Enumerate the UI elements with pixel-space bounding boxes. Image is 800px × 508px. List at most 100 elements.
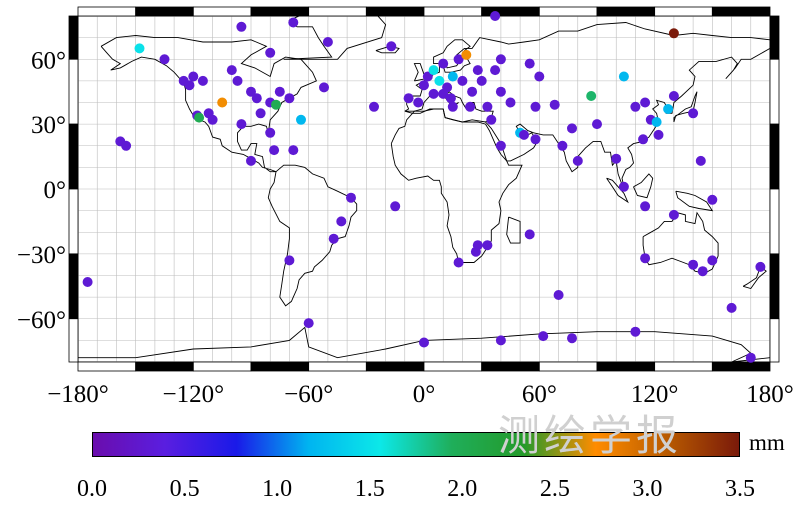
station-point xyxy=(438,58,449,69)
colorbar-unit-label: mm xyxy=(749,430,785,455)
colorbar-tick-label: 2.5 xyxy=(539,476,570,502)
station-point xyxy=(557,140,568,151)
station-point xyxy=(640,201,651,212)
station-point xyxy=(697,266,708,277)
station-point xyxy=(207,114,218,125)
station-point xyxy=(688,259,699,270)
station-point xyxy=(495,54,506,65)
map-border-segment xyxy=(68,318,79,363)
station-point xyxy=(486,114,497,125)
station-point xyxy=(549,99,560,110)
station-point xyxy=(296,114,306,125)
station-point xyxy=(668,28,679,39)
map-border-segment xyxy=(654,6,713,17)
station-point xyxy=(403,93,414,104)
station-point xyxy=(217,97,228,108)
station-point xyxy=(651,117,662,127)
coastline xyxy=(606,177,629,204)
station-point xyxy=(246,155,256,166)
map-border-segment xyxy=(135,361,194,372)
map-border-segment xyxy=(135,6,194,17)
map-border-segment xyxy=(596,361,656,372)
station-point xyxy=(490,11,501,21)
station-point xyxy=(530,101,541,112)
station-point xyxy=(274,86,285,97)
station-point xyxy=(524,229,535,240)
station-point xyxy=(438,88,449,99)
station-point xyxy=(567,123,577,134)
coastline xyxy=(642,211,719,274)
station-point xyxy=(269,145,280,156)
station-point xyxy=(465,101,476,112)
station-point xyxy=(457,75,468,86)
colorbar-tick-label: 0.5 xyxy=(169,476,200,502)
station-point xyxy=(553,290,564,300)
station-point xyxy=(255,108,266,119)
x-tick-label: 120° xyxy=(631,381,679,408)
map-border-segment xyxy=(711,361,771,372)
map-border-segment xyxy=(77,6,137,17)
colorbar xyxy=(92,432,740,457)
coastline xyxy=(675,190,714,212)
colorbar-tick-label: 0.0 xyxy=(77,476,107,502)
station-point xyxy=(434,75,445,86)
station-point xyxy=(640,97,651,108)
station-point xyxy=(284,255,295,266)
station-point xyxy=(246,86,256,97)
map-border-segment xyxy=(192,361,252,372)
colorbar-tick-label: 2.0 xyxy=(447,476,478,502)
map-border-segment xyxy=(250,6,310,17)
station-point xyxy=(611,153,622,164)
map-border-segment xyxy=(68,58,79,125)
station-point xyxy=(482,240,493,251)
map-plot-area: −180° −120° −60° 0° 60° 120° 180° 60° 30° 0° −30° −… xyxy=(17,6,794,408)
station-point xyxy=(422,71,433,82)
map-border-segment xyxy=(481,361,540,372)
station-point xyxy=(369,101,379,112)
station-point xyxy=(346,192,356,203)
map-border-segment xyxy=(769,253,780,320)
map-border-segment xyxy=(68,253,79,320)
station-point xyxy=(265,47,276,58)
station-point xyxy=(413,97,424,108)
map-border-segment xyxy=(654,361,713,372)
map-border-segment xyxy=(596,6,656,17)
coastline xyxy=(267,164,358,307)
coastline xyxy=(485,48,771,189)
colorbar-tick-label: 3.5 xyxy=(725,476,755,502)
station-point xyxy=(232,75,243,86)
station-point xyxy=(184,80,195,91)
station-point xyxy=(505,97,516,108)
map-border-segment xyxy=(538,6,598,17)
station-point xyxy=(618,181,629,192)
station-point xyxy=(288,17,299,28)
station-point xyxy=(188,71,199,82)
station-point xyxy=(472,65,483,76)
station-point xyxy=(336,216,347,227)
station-point xyxy=(663,104,674,114)
map-border-segment xyxy=(77,361,137,372)
station-point xyxy=(653,129,664,140)
map-border-segment xyxy=(769,58,780,125)
station-point xyxy=(495,140,506,151)
station-point xyxy=(134,43,145,54)
colorbar-tick-label: 1.0 xyxy=(262,476,293,502)
map-border-segment xyxy=(769,15,780,60)
station-point xyxy=(236,21,247,32)
station-point xyxy=(490,65,501,76)
x-tick-label: 0° xyxy=(413,381,436,408)
map-border-segment xyxy=(538,361,598,372)
map-border-segment xyxy=(769,188,780,255)
station-point xyxy=(755,261,766,272)
station-point xyxy=(476,75,487,86)
station-point xyxy=(288,145,299,156)
station-point xyxy=(467,86,478,97)
station-point xyxy=(386,41,397,52)
station-point xyxy=(592,119,602,130)
map-border-segment xyxy=(711,6,771,17)
station-point xyxy=(707,194,718,205)
map-border-segment xyxy=(308,6,367,17)
x-tick-label: −120° xyxy=(163,381,225,408)
station-point xyxy=(453,54,464,65)
map-border-segment xyxy=(308,361,367,372)
